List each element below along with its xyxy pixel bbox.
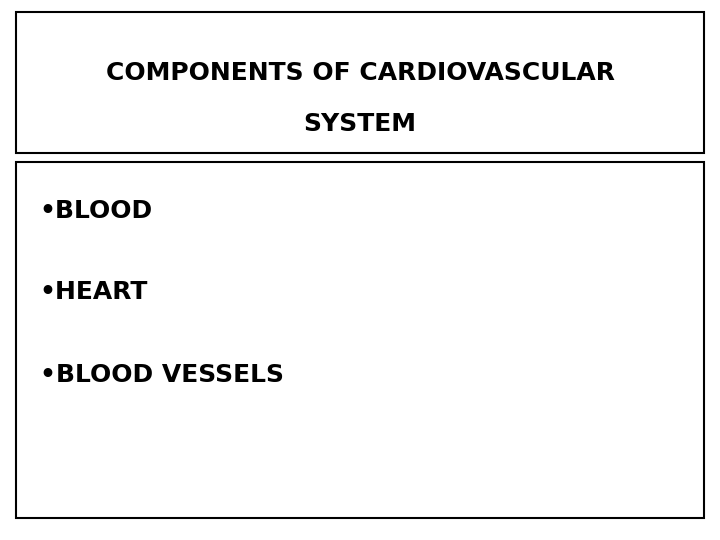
FancyBboxPatch shape: [16, 12, 704, 153]
Text: •BLOOD VESSELS: •BLOOD VESSELS: [40, 363, 284, 387]
Text: •BLOOD: •BLOOD: [40, 199, 153, 222]
Text: SYSTEM: SYSTEM: [304, 112, 416, 136]
Text: COMPONENTS OF CARDIOVASCULAR: COMPONENTS OF CARDIOVASCULAR: [106, 61, 614, 85]
FancyBboxPatch shape: [16, 162, 704, 518]
Text: •HEART: •HEART: [40, 280, 148, 303]
